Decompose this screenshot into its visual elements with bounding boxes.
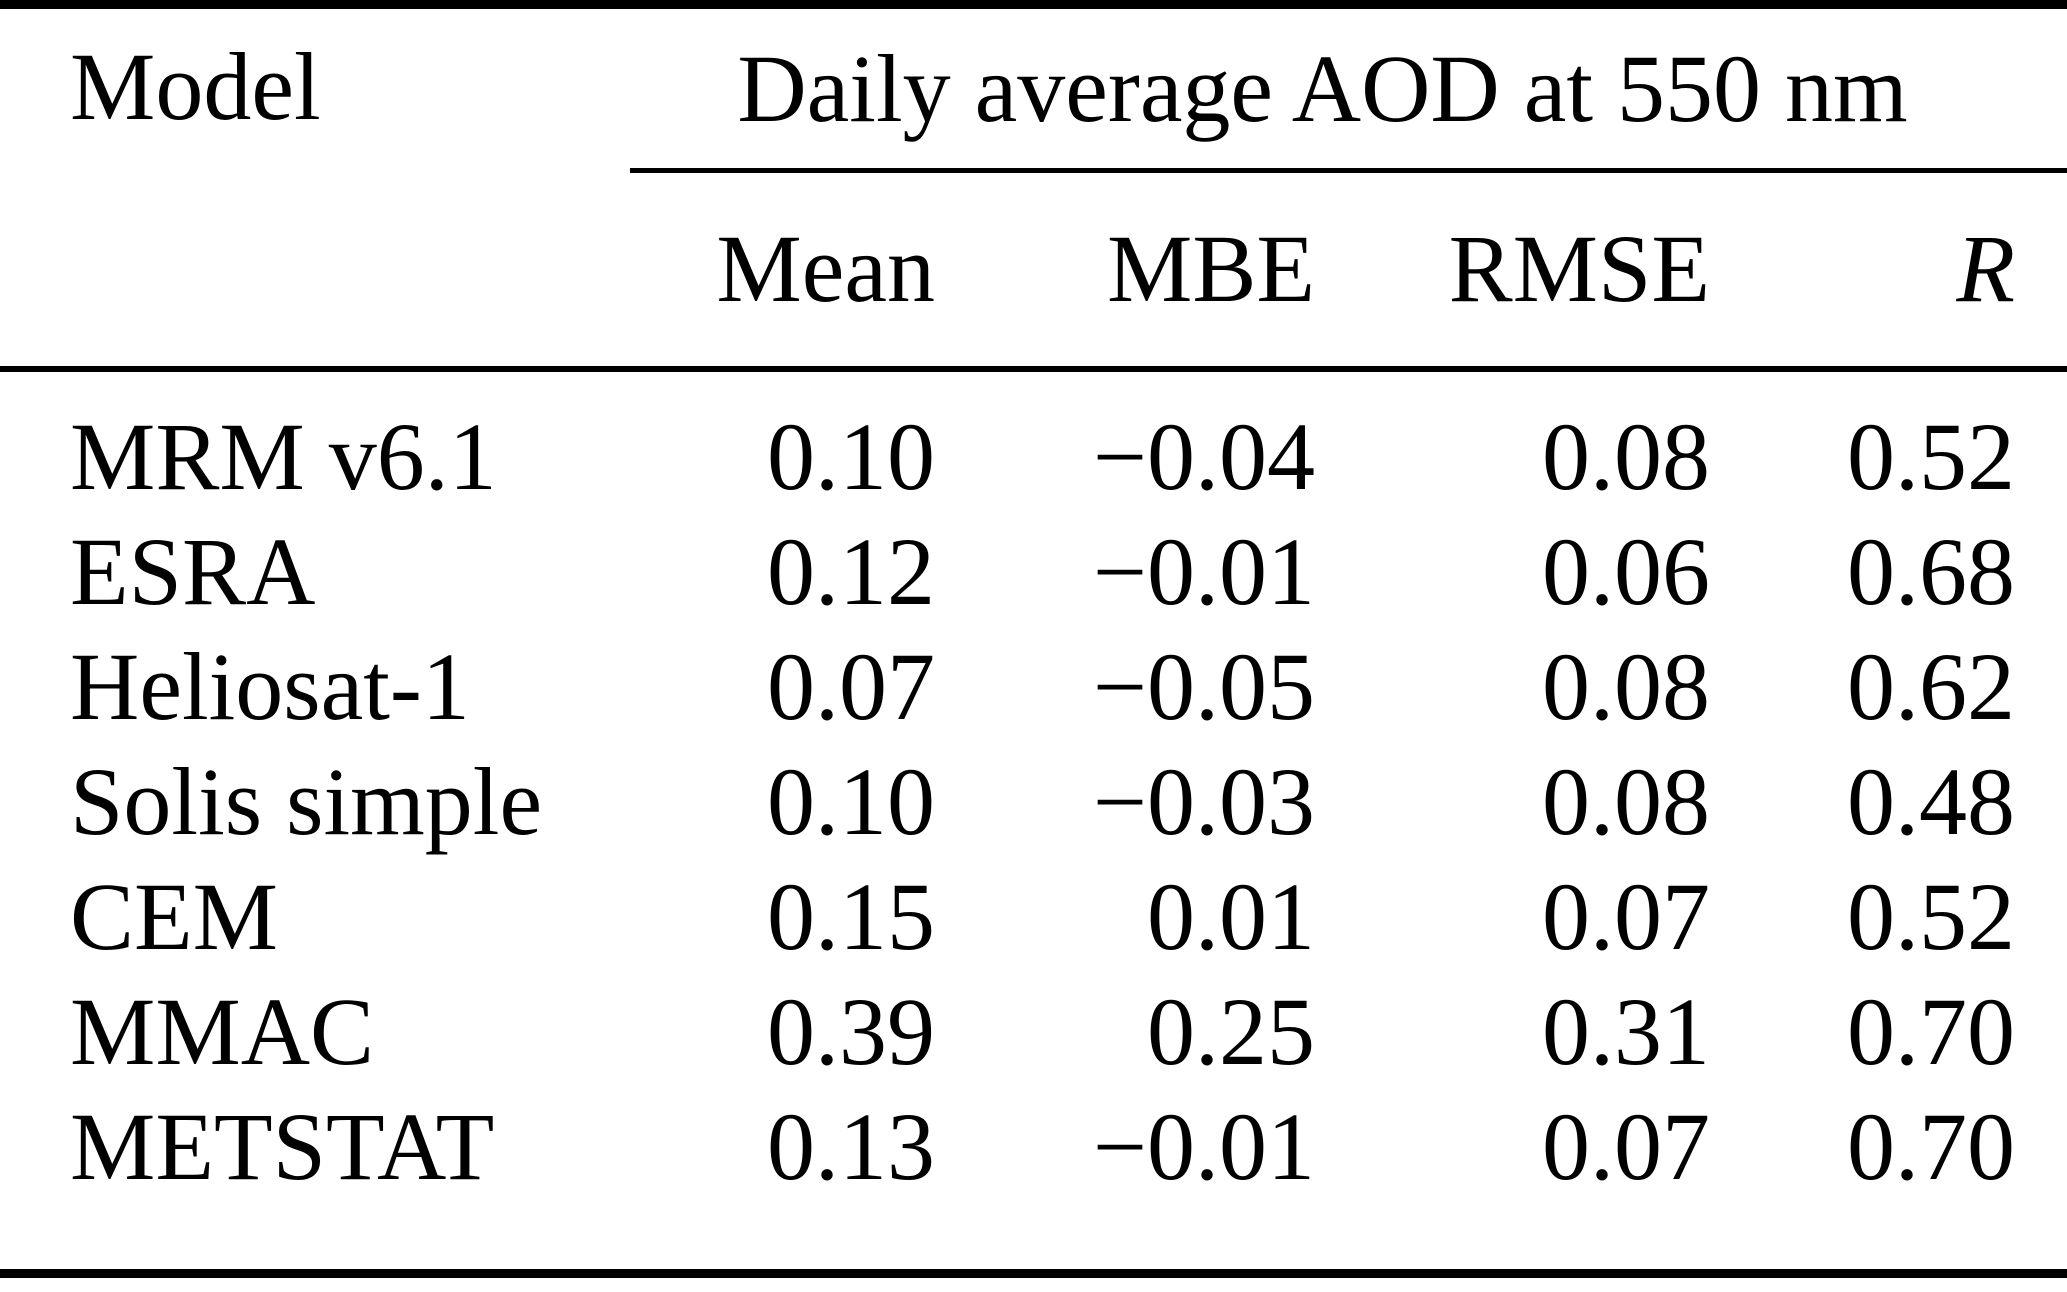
cell-mean: 0.10: [767, 748, 935, 856]
cell-model: METSTAT: [70, 1093, 495, 1201]
col-header-mean: Mean: [630, 170, 935, 372]
cell-rmse: 0.31: [1542, 978, 1710, 1086]
header-row-top: Model Daily average AOD at 550 nm: [0, 4, 2067, 372]
col-header-model: Model: [0, 4, 630, 372]
cell-r: 0.48: [1847, 748, 2016, 856]
cell-r: 0.52: [1847, 403, 2016, 511]
cell-model: MRM v6.1: [70, 403, 497, 511]
cell-mbe: 0.01: [1147, 863, 1315, 971]
cell-mean: 0.15: [767, 863, 935, 971]
cell-rmse: 0.07: [1542, 1093, 1710, 1201]
cell-mean: 0.13: [767, 1093, 935, 1201]
cell-mbe: 0.25: [1147, 978, 1315, 1086]
cell-rmse: 0.08: [1542, 748, 1710, 856]
cell-mean: 0.39: [767, 978, 935, 1086]
table-row-solis-simple: Solis simple 0.10 −0.03 0.08 0.48: [0, 745, 2067, 860]
col-header-mbe: MBE: [935, 170, 1315, 372]
table-row-cem: CEM 0.15 0.01 0.07 0.52: [0, 860, 2067, 975]
table-row-metstat: METSTAT 0.13 −0.01 0.07 0.70: [0, 1090, 2067, 1274]
cell-model: ESRA: [70, 518, 316, 626]
cell-model: Heliosat-1: [70, 633, 470, 741]
table-row-mrm-v6-1: MRM v6.1 0.10 −0.04 0.08 0.52: [0, 369, 2067, 515]
cell-rmse: 0.08: [1542, 403, 1710, 511]
cell-model: Solis simple: [70, 748, 543, 856]
header-row-sub: Mean MBE RMSE R: [0, 170, 2067, 372]
col-header-r: R: [1710, 170, 2067, 372]
cell-r: 0.68: [1847, 518, 2016, 626]
cell-mbe: −0.04: [1092, 403, 1315, 511]
cell-mbe: −0.05: [1092, 633, 1315, 741]
cell-r: 0.62: [1847, 633, 2016, 741]
cell-rmse: 0.07: [1542, 863, 1710, 971]
col-header-rmse: RMSE: [1315, 170, 1710, 372]
cell-mean: 0.10: [767, 403, 935, 511]
cell-r: 0.70: [1847, 978, 2016, 1086]
cell-r: 0.70: [1847, 1093, 2016, 1201]
table-row-esra: ESRA 0.12 −0.01 0.06 0.68: [0, 515, 2067, 630]
cell-mbe: −0.01: [1092, 1093, 1315, 1201]
cell-model: CEM: [70, 863, 279, 971]
cell-mean: 0.07: [767, 633, 935, 741]
cell-mbe: −0.01: [1092, 518, 1315, 626]
span-header-daily-aod: Daily average AOD at 550 nm: [630, 4, 2067, 173]
cell-rmse: 0.06: [1542, 518, 1710, 626]
cell-mean: 0.12: [767, 518, 935, 626]
cell-r: 0.52: [1847, 863, 2016, 971]
table-row-mmac: MMAC 0.39 0.25 0.31 0.70: [0, 975, 2067, 1090]
table-row-heliosat-1: Heliosat-1 0.07 −0.05 0.08 0.62: [0, 630, 2067, 745]
cell-mbe: −0.03: [1092, 748, 1315, 856]
cell-model: MMAC: [70, 978, 375, 1086]
cell-rmse: 0.08: [1542, 633, 1710, 741]
